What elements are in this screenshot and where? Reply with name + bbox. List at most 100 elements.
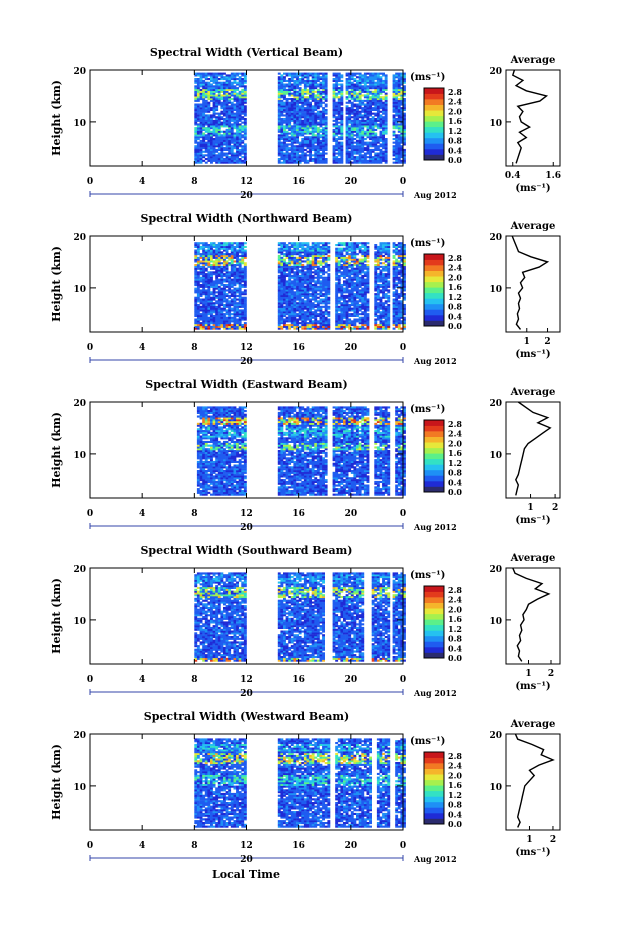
heatmap-cell: [296, 111, 299, 113]
heatmap-cell: [309, 74, 312, 76]
heatmap-cell: [356, 94, 359, 96]
heatmap-cell: [395, 80, 398, 82]
heatmap-cell: [346, 84, 349, 86]
heatmap-cell: [207, 251, 210, 253]
heatmap-cell: [293, 315, 296, 317]
heatmap-cell: [353, 91, 356, 93]
heatmap-cell: [367, 76, 370, 78]
heatmap-cell: [353, 313, 356, 315]
heatmap-cell: [194, 275, 197, 277]
heatmap-cell: [228, 143, 231, 145]
heatmap-cell: [346, 289, 349, 291]
heatmap-cell: [309, 300, 312, 302]
heatmap-cell: [220, 300, 223, 302]
heatmap-cell: [213, 138, 216, 140]
colorbar-segment: [424, 127, 444, 133]
heatmap-cell: [207, 143, 210, 145]
heatmap-cell: [351, 158, 354, 160]
heatmap-cell: [288, 313, 291, 315]
heatmap-cell: [393, 145, 396, 147]
heatmap-cell: [244, 82, 247, 84]
heatmap-cell: [241, 100, 244, 102]
heatmap-cell: [359, 85, 362, 87]
heatmap-cell: [236, 73, 239, 75]
heatmap-cell: [398, 143, 401, 145]
heatmap-cell: [197, 158, 200, 160]
heatmap-cell: [338, 158, 341, 160]
heatmap-cell: [226, 78, 229, 80]
heatmap-cell: [314, 160, 317, 162]
heatmap-cell: [385, 147, 388, 149]
heatmap-cell: [367, 78, 370, 80]
heatmap-cell: [194, 259, 197, 261]
heatmap-cell: [234, 324, 237, 326]
heatmap-cell: [280, 93, 283, 95]
heatmap-cell: [288, 279, 291, 281]
heatmap-cell: [314, 284, 317, 286]
heatmap-cell: [210, 153, 213, 155]
heatmap-cell: [226, 280, 229, 282]
heatmap-cell: [291, 147, 294, 149]
heatmap-cell: [346, 73, 349, 75]
profile-y-tick-label: 10: [489, 119, 502, 129]
heatmap-cell: [234, 109, 237, 111]
heatmap-cell: [380, 93, 383, 95]
heatmap-cell: [304, 98, 307, 100]
heatmap-cell: [207, 282, 210, 284]
heatmap-cell: [213, 109, 216, 111]
heatmap-cell: [395, 125, 398, 127]
heatmap-cell: [205, 73, 208, 75]
heatmap-cell: [286, 244, 289, 246]
heatmap-cell: [291, 129, 294, 131]
heatmap-cell: [364, 105, 367, 107]
heatmap-cell: [218, 311, 221, 313]
heatmap-cell: [325, 105, 328, 107]
heatmap-cell: [278, 299, 281, 301]
heatmap-cell: [301, 257, 304, 259]
heatmap-cell: [236, 74, 239, 76]
heatmap-cell: [296, 270, 299, 272]
heatmap-cell: [301, 104, 304, 106]
heatmap-cell: [239, 248, 242, 250]
heatmap-cell: [382, 140, 385, 142]
heatmap-cell: [359, 149, 362, 151]
heatmap-cell: [322, 73, 325, 75]
heatmap-cell: [234, 156, 237, 158]
heatmap-cell: [280, 311, 283, 313]
heatmap-cell: [197, 326, 200, 328]
heatmap-cell: [296, 158, 299, 160]
heatmap-cell: [309, 151, 312, 153]
heatmap-cell: [202, 280, 205, 282]
heatmap-cell: [220, 134, 223, 136]
heatmap-cell: [210, 151, 213, 153]
heatmap-cell: [278, 89, 281, 91]
heatmap-cell: [239, 315, 242, 317]
heatmap-cell: [231, 299, 234, 301]
heatmap-cell: [398, 104, 401, 106]
heatmap-cell: [395, 140, 398, 142]
heatmap-cell: [372, 160, 375, 162]
heatmap-cell: [205, 131, 208, 133]
heatmap-cell: [359, 84, 362, 86]
heatmap-cell: [361, 143, 364, 145]
heatmap-cell: [353, 260, 356, 262]
heatmap-cell: [333, 138, 336, 140]
heatmap-cell: [307, 282, 310, 284]
heatmap-cell: [291, 255, 294, 257]
heatmap-cell: [236, 275, 239, 277]
heatmap-cell: [343, 260, 346, 262]
heatmap-cell: [320, 319, 323, 321]
heatmap-cell: [197, 111, 200, 113]
heatmap-cell: [398, 160, 401, 162]
heatmap-cell: [307, 104, 310, 106]
heatmap-cell: [320, 145, 323, 147]
heatmap-cell: [312, 136, 315, 138]
heatmap-cell: [218, 320, 221, 322]
heatmap-cell: [393, 104, 396, 106]
heatmap-cell: [293, 145, 296, 147]
heatmap-cell: [335, 74, 338, 76]
heatmap-cell: [304, 260, 307, 262]
heatmap-cell: [374, 93, 377, 95]
heatmap-cell: [197, 268, 200, 270]
heatmap-cell: [278, 76, 281, 78]
